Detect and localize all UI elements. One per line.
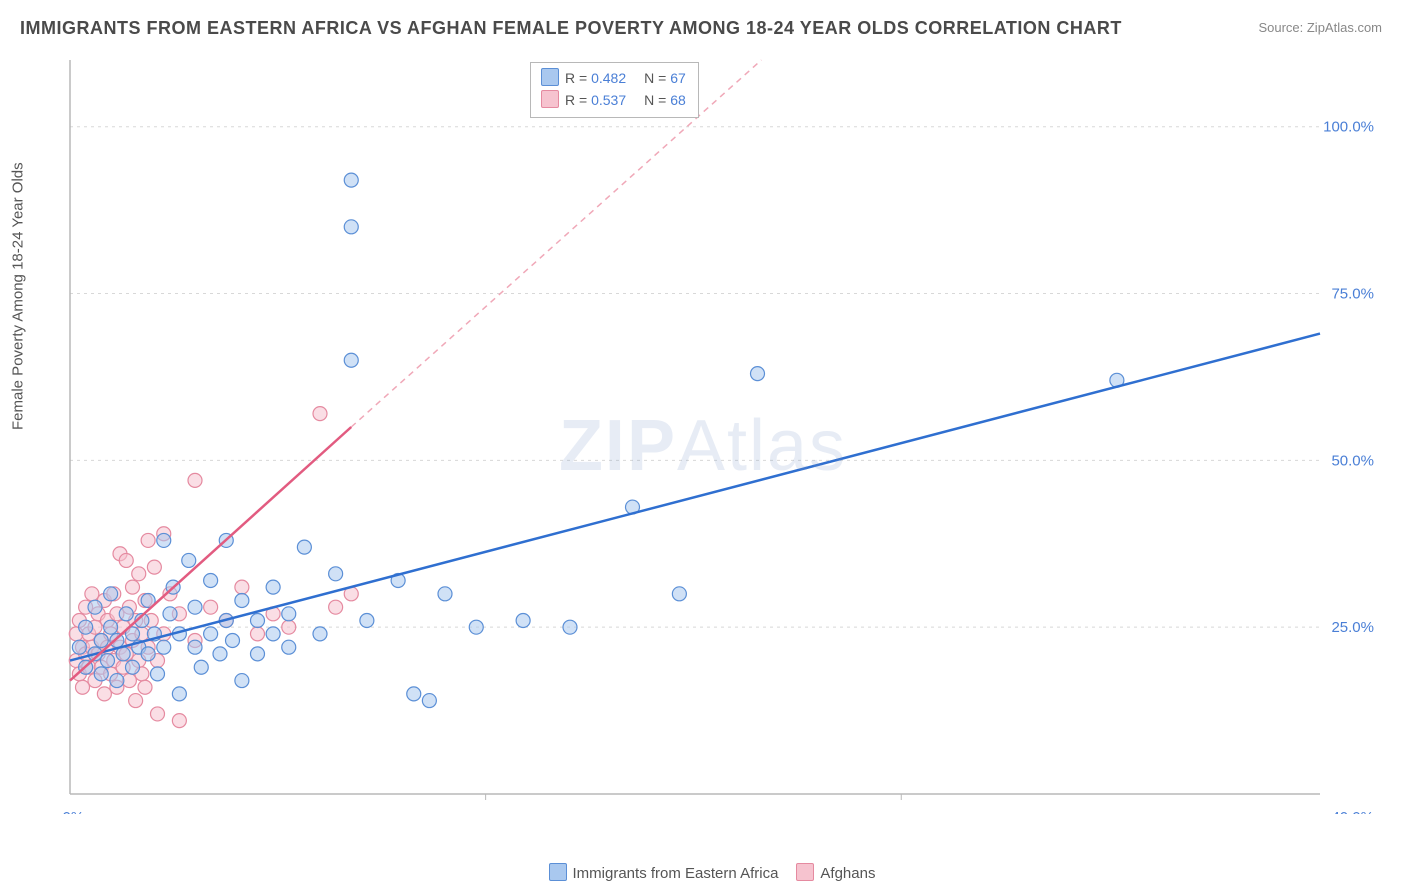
legend-row-blue: R = 0.482 N = 67 [541,67,686,89]
legend-n-label: N = [644,92,670,108]
svg-text:50.0%: 50.0% [1331,452,1374,469]
svg-text:0.0%: 0.0% [60,809,84,814]
legend-r-label: R = [565,70,591,86]
legend-r-value-pink: 0.537 [591,92,626,108]
legend-n-value-pink: 68 [670,92,686,108]
legend-n-value-blue: 67 [670,70,686,86]
legend-top: R = 0.482 N = 67 R = 0.537 N = 68 [530,62,699,118]
chart-title: IMMIGRANTS FROM EASTERN AFRICA VS AFGHAN… [20,18,1122,39]
legend-swatch-blue [541,68,559,86]
legend-bottom-swatch-pink [796,863,814,881]
svg-text:75.0%: 75.0% [1331,286,1374,303]
legend-r-value-blue: 0.482 [591,70,626,86]
legend-bottom-swatch-blue [549,863,567,881]
legend-row-pink: R = 0.537 N = 68 [541,89,686,111]
source-label: Source: ZipAtlas.com [1258,20,1382,35]
svg-text:40.0%: 40.0% [1331,809,1374,814]
svg-text:25.0%: 25.0% [1331,619,1374,636]
plot-area: 25.0% 50.0% 75.0% 100.0% 0.0% 40.0% [60,54,1380,814]
legend-bottom-label-blue: Immigrants from Eastern Africa [573,865,779,882]
chart-svg: 25.0% 50.0% 75.0% 100.0% 0.0% 40.0% [60,54,1380,814]
svg-text:100.0%: 100.0% [1323,119,1374,136]
legend-bottom: Immigrants from Eastern Africa Afghans [0,863,1406,882]
legend-swatch-pink [541,90,559,108]
legend-n-label: N = [644,70,670,86]
y-axis-label: Female Poverty Among 18-24 Year Olds [10,162,27,430]
legend-r-label: R = [565,92,591,108]
legend-bottom-label-pink: Afghans [820,865,875,882]
